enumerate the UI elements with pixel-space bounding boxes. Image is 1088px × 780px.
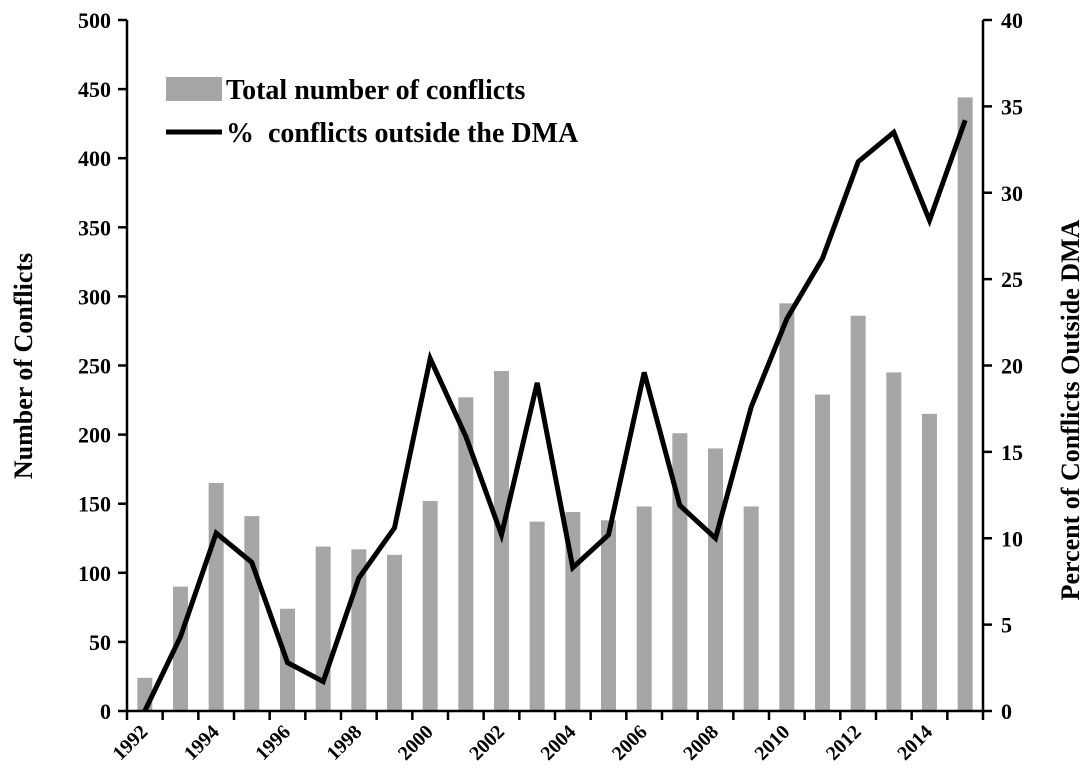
bar-2012 xyxy=(850,315,866,711)
right-tick-label: 40 xyxy=(1001,8,1023,33)
bar-2013 xyxy=(886,372,902,711)
right-axis-title: Percent of Conflicts Outside DMA xyxy=(1056,219,1085,600)
bar-1994 xyxy=(208,482,224,711)
bar-2009 xyxy=(743,506,759,711)
bar-2014 xyxy=(922,413,937,711)
x-tick-label: 1994 xyxy=(180,721,224,765)
left-axis-title: Number of Conflicts xyxy=(9,253,38,479)
legend-bar-swatch xyxy=(166,77,222,101)
bar-2015 xyxy=(957,97,973,712)
left-tick-label: 450 xyxy=(78,77,111,102)
left-tick-label: 50 xyxy=(89,630,111,655)
x-tick-label: 2006 xyxy=(608,721,652,765)
right-tick-label: 5 xyxy=(1001,613,1012,638)
bar-2010 xyxy=(779,303,795,711)
bar-2007 xyxy=(672,433,688,711)
right-tick-label: 35 xyxy=(1001,94,1023,119)
right-tick-label: 15 xyxy=(1001,440,1023,465)
left-tick-label: 350 xyxy=(78,215,111,240)
right-tick-label: 0 xyxy=(1001,699,1012,724)
x-tick-label: 1996 xyxy=(251,721,295,765)
bar-1997 xyxy=(315,546,331,711)
left-tick-label: 500 xyxy=(78,8,111,33)
x-tick-label: 2000 xyxy=(394,721,438,765)
left-tick-label: 250 xyxy=(78,354,111,379)
x-tick-label: 2002 xyxy=(465,721,509,765)
bar-2005 xyxy=(601,520,616,711)
left-axis-ticks: 0 50 100 150 200 250 300 350 400 450 500 xyxy=(78,8,127,724)
x-tick-label: 1992 xyxy=(108,721,152,765)
bar-1993 xyxy=(173,586,188,711)
bar-2003 xyxy=(529,521,545,711)
left-tick-label: 100 xyxy=(78,561,111,586)
right-tick-label: 20 xyxy=(1001,354,1023,379)
left-tick-label: 0 xyxy=(100,699,111,724)
legend-bar-label: Total number of conflicts xyxy=(226,75,526,106)
bar-2006 xyxy=(636,506,652,711)
left-tick-label: 400 xyxy=(78,146,111,171)
percent-line-series xyxy=(142,119,968,713)
legend-line-label: % conflicts outside the DMA xyxy=(226,118,579,149)
x-tick-label: 2010 xyxy=(750,721,794,765)
x-tick-label: 2012 xyxy=(822,721,866,765)
legend: Total number of conflicts % conflicts ou… xyxy=(166,75,579,149)
right-tick-label: 10 xyxy=(1001,526,1023,551)
left-tick-label: 200 xyxy=(78,423,111,448)
bar-series xyxy=(137,97,973,712)
x-axis-ticks: 1992 1994 1996 1998 2000 2002 2004 2006 2008 2010… xyxy=(108,711,985,765)
x-tick-label: 2004 xyxy=(536,721,580,765)
right-tick-label: 25 xyxy=(1001,267,1023,292)
x-tick-label: 2014 xyxy=(893,721,937,765)
bar-2008 xyxy=(708,448,723,711)
bar-2000 xyxy=(422,500,438,711)
right-axis-ticks: 0 5 10 15 20 25 30 35 40 xyxy=(983,8,1023,724)
right-tick-label: 30 xyxy=(1001,181,1023,206)
x-tick-label: 1998 xyxy=(322,721,366,765)
left-tick-label: 150 xyxy=(78,492,111,517)
bar-2001 xyxy=(458,397,474,711)
bar-2011 xyxy=(815,394,830,711)
bar-1995 xyxy=(244,516,260,711)
x-tick-label: 2008 xyxy=(679,721,723,765)
bar-1999 xyxy=(387,554,402,711)
left-tick-label: 300 xyxy=(78,284,111,309)
